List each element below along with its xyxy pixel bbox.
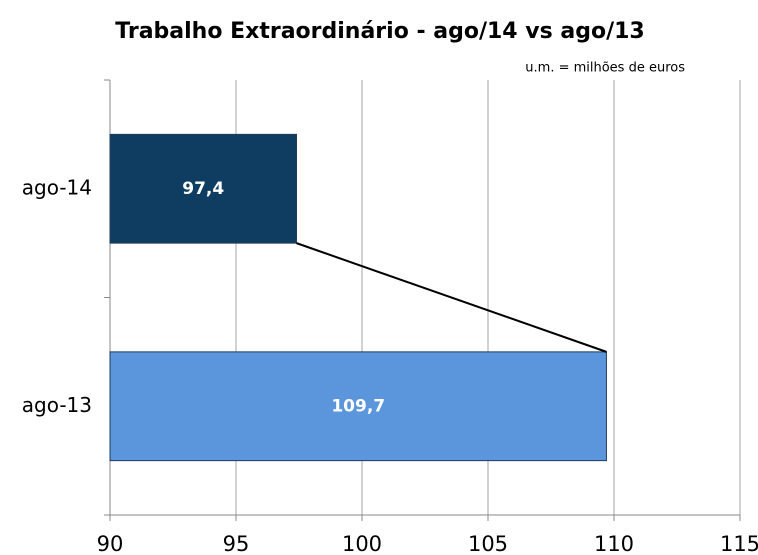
connector-line: [296, 242, 607, 353]
data-label: 109,7: [331, 396, 385, 416]
data-label: 97,4: [182, 179, 224, 199]
chart-title: Trabalho Extraordinário - ago/14 vs ago/…: [115, 19, 644, 44]
y-tick-label: ago-13: [22, 393, 92, 417]
x-tick-label: 95: [223, 532, 250, 555]
x-tick-label: 110: [594, 532, 634, 555]
bar: [109, 351, 607, 462]
x-tick-label: 105: [468, 532, 508, 555]
x-tick-label: 90: [97, 532, 124, 555]
chart-subtitle: u.m. = milhões de euros: [525, 61, 685, 76]
y-tick-label: ago-14: [22, 175, 92, 199]
x-tick-label: 100: [342, 532, 382, 555]
bar: [109, 133, 297, 244]
x-tick-label: 115: [720, 532, 758, 555]
